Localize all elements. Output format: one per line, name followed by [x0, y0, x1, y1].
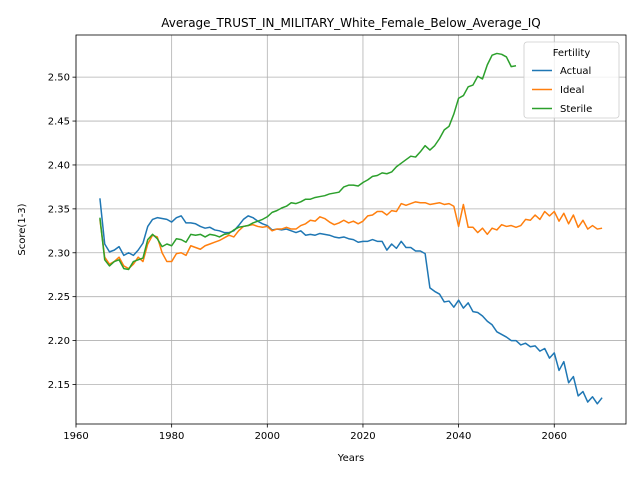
legend-label-sterile: Sterile: [560, 104, 592, 115]
y-axis: 2.15 2.20 2.25 2.30 2.35 2.40 2.45 2.50: [48, 73, 76, 391]
x-tick-label: 2060: [542, 431, 567, 442]
legend-label-actual: Actual: [560, 66, 591, 77]
x-tick-label: 2000: [255, 431, 280, 442]
grid: [75, 35, 626, 424]
x-tick-label: 2020: [350, 431, 375, 442]
series-line-sterile: [99, 52, 517, 271]
y-tick-label: 2.25: [48, 292, 70, 303]
series-group: [99, 52, 603, 405]
y-axis-label: Score(1-3): [17, 203, 28, 255]
chart-title: Average_TRUST_IN_MILITARY_White_Female_B…: [161, 16, 540, 30]
series-line-ideal: [99, 201, 603, 270]
x-tick-label: 1960: [63, 431, 88, 442]
y-tick-label: 2.40: [48, 160, 70, 171]
y-tick-label: 2.45: [48, 117, 70, 128]
legend-box: [523, 41, 620, 119]
x-tick-label: 2040: [446, 431, 471, 442]
x-tick-label: 1980: [159, 431, 184, 442]
y-tick-label: 2.50: [48, 73, 70, 84]
series-line-actual: [99, 198, 603, 405]
y-tick-label: 2.15: [48, 380, 70, 391]
x-axis-label: Years: [337, 453, 364, 464]
legend-label-ideal: Ideal: [560, 85, 584, 96]
y-tick-label: 2.30: [48, 248, 70, 259]
plot-frame: [75, 34, 627, 425]
x-axis: 1960 1980 2000 2020 2040 2060: [63, 424, 567, 442]
legend-title: Fertility: [553, 48, 591, 59]
y-tick-label: 2.20: [48, 336, 70, 347]
legend: Fertility Actual Ideal Sterile: [523, 41, 620, 119]
y-tick-label: 2.35: [48, 204, 70, 215]
